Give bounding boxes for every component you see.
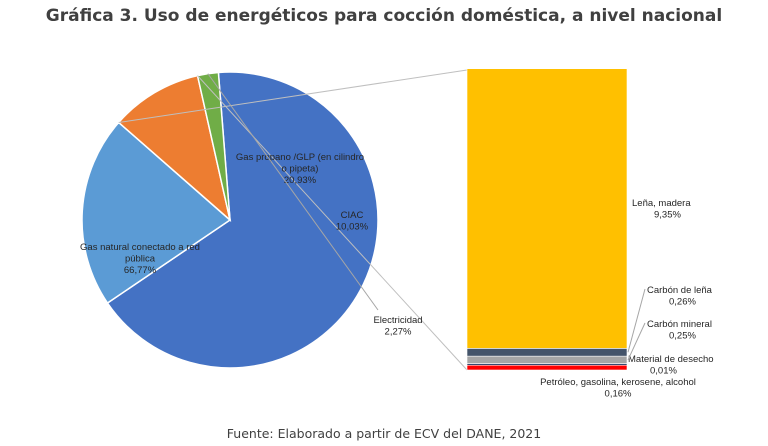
pie-slice-0 (106, 71, 379, 369)
bar-leader-line-2 (627, 322, 646, 361)
bar-leader-line-3 (627, 288, 646, 353)
bar-segment-4 (466, 68, 628, 349)
bar-label-2: Carbón mineral 0,25% (647, 319, 712, 342)
source-note: Fuente: Elaborado a partir de ECV del DA… (226, 426, 542, 441)
bar-label-1: Material de desecho 0,01% (628, 354, 714, 377)
connector-line-bottom (197, 75, 468, 371)
connector-line-top (118, 69, 468, 123)
pie-label-1: Gas propano /GLP (en cilindro o pipeta) 20… (236, 152, 364, 186)
chart-title: Gráfica 3. Uso de energéticos para cocci… (45, 6, 723, 26)
bar-segment-3 (466, 348, 628, 357)
bar-label-0: Petróleo, gasolina, kerosene, alcohol 0,1… (540, 377, 696, 400)
pie-slice-2 (117, 74, 232, 223)
electricidad-leader-line (207, 73, 379, 311)
bar-label-3: Carbón de leña 0,26% (647, 285, 713, 308)
bar-label-4: Leña, madera 9,35% (632, 198, 691, 221)
pie-slice-1 (81, 121, 232, 305)
bar-segment-2 (466, 355, 628, 364)
pie-label-0: Gas natural conectado a red pública 66,77% (80, 242, 200, 276)
bar-segment-0 (466, 364, 628, 371)
pie-label-3: Electricidad 2,27% (373, 315, 422, 338)
pie-label-2: CIAC 10,03% (336, 210, 369, 233)
